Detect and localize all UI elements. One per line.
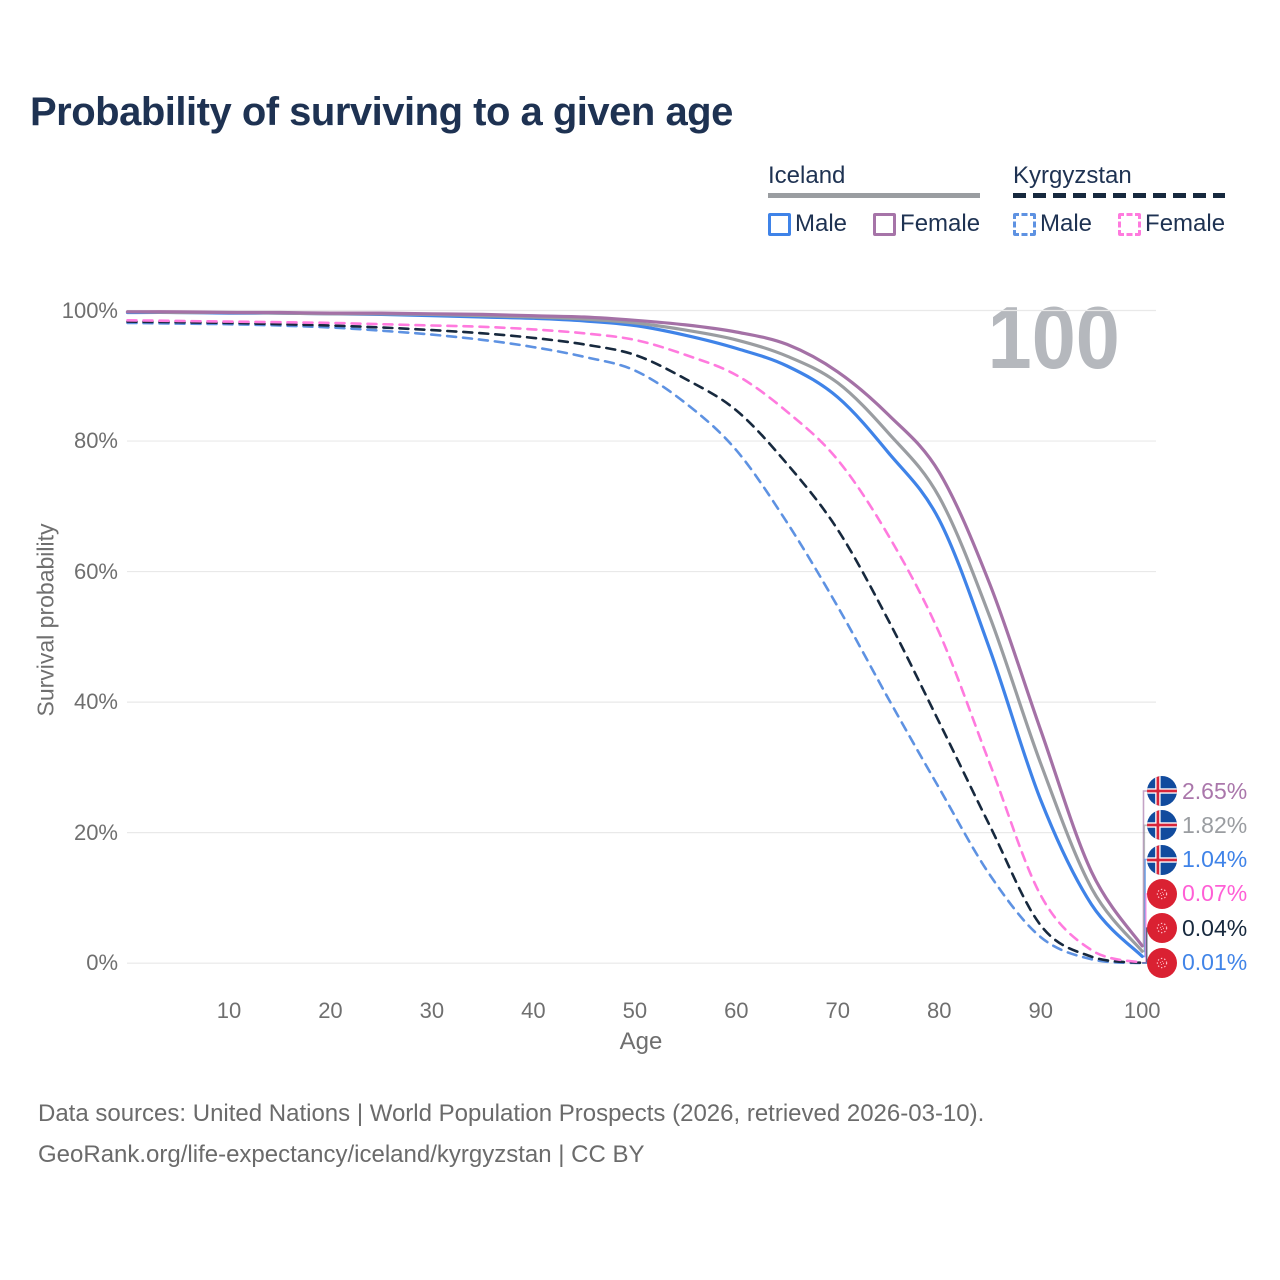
curve-kyrgyzstan-both[interactable] — [126, 320, 1144, 965]
y-tick-40: 40% — [73, 689, 118, 715]
legend-item-label: Male — [1040, 210, 1093, 238]
y-tick-60: 60% — [73, 558, 118, 584]
legend-item-label: Female — [1145, 210, 1226, 238]
age-watermark: 100 — [987, 288, 1120, 387]
y-tick-100: 100% — [61, 297, 118, 323]
legend-group-iceland: Iceland Male Female — [768, 162, 981, 238]
x-tick-50: 50 — [622, 998, 648, 1023]
dashed-line-swatch-icon — [1118, 212, 1142, 236]
kyrgyzstan-flag-icon — [1147, 913, 1177, 944]
end-label-kyrgyzstan-both: 0.04% — [1147, 913, 1248, 944]
kyrgyzstan-flag-icon — [1147, 947, 1177, 978]
end-label-value: 1.04% — [1182, 846, 1248, 873]
legend-item-label: Male — [795, 210, 848, 238]
end-label-value: 1.82% — [1182, 811, 1248, 838]
page-title: Probability of surviving to a given age — [30, 90, 733, 134]
iceland-flag-icon — [1147, 844, 1177, 875]
end-label-iceland-both: 1.82% — [1147, 810, 1248, 841]
legend-item-kyrgyzstan-female[interactable]: Female — [1118, 210, 1225, 238]
legend-item-iceland-female[interactable]: Female — [873, 210, 980, 238]
x-tick-60: 60 — [724, 998, 749, 1023]
x-tick-80: 80 — [927, 998, 952, 1023]
end-label-value: 0.07% — [1182, 880, 1248, 907]
legend-linestyle-iceland — [768, 193, 981, 199]
y-axis-title: Survival probability — [32, 523, 59, 717]
end-label-iceland-male: 1.04% — [1147, 844, 1248, 875]
end-label-iceland-female: 2.65% — [1147, 776, 1247, 806]
end-label-value: 2.65% — [1182, 777, 1248, 804]
iceland-flag-icon — [1147, 776, 1177, 806]
x-tick-90: 90 — [1028, 998, 1053, 1023]
x-tick-30: 30 — [419, 998, 445, 1023]
solid-line-swatch-icon — [873, 212, 897, 236]
x-tick-40: 40 — [521, 998, 546, 1023]
x-tick-100: 100 — [1123, 998, 1161, 1023]
legend-item-iceland-male[interactable]: Male — [768, 210, 847, 238]
x-axis-title: Age — [619, 1028, 663, 1055]
y-tick-0: 0% — [86, 950, 118, 976]
legend-linestyle-kyrgyzstan — [1013, 193, 1226, 199]
solid-line-swatch-icon — [768, 212, 791, 236]
footer-attribution: GeoRank.org/life-expectancy/iceland/kyrg… — [38, 1141, 645, 1168]
x-tick-10: 10 — [216, 998, 242, 1023]
legend-group-kyrgyzstan: Kyrgyzstan Male Female — [1013, 162, 1226, 238]
y-tick-80: 80% — [73, 428, 118, 454]
end-label-kyrgyzstan-male: 0.01% — [1147, 947, 1248, 978]
x-tick-20: 20 — [318, 998, 343, 1023]
footer-sources: Data sources: United Nations | World Pop… — [38, 1100, 985, 1127]
gridlines — [127, 309, 1156, 964]
x-tick-70: 70 — [825, 998, 851, 1023]
curve-kyrgyzstan-male[interactable] — [126, 321, 1144, 965]
iceland-flag-icon — [1147, 810, 1177, 841]
survival-curves — [125, 310, 1144, 965]
end-label-value: 0.01% — [1182, 949, 1248, 975]
y-tick-20: 20% — [73, 819, 118, 845]
curve-iceland-female[interactable] — [125, 310, 1144, 948]
curve-iceland-both[interactable] — [125, 310, 1144, 953]
curve-iceland-male[interactable] — [125, 310, 1144, 958]
legend-item-kyrgyzstan-male[interactable]: Male — [1013, 210, 1092, 238]
end-label-value: 0.04% — [1182, 914, 1248, 941]
dashed-line-swatch-icon — [1013, 212, 1036, 236]
legend-country-iceland: Iceland — [768, 162, 846, 189]
curve-kyrgyzstan-female[interactable] — [126, 319, 1144, 964]
end-label-kyrgyzstan-female: 0.07% — [1147, 878, 1248, 909]
legend-country-kyrgyzstan: Kyrgyzstan — [1013, 162, 1132, 189]
legend-item-label: Female — [900, 210, 981, 238]
kyrgyzstan-flag-icon — [1147, 878, 1177, 909]
